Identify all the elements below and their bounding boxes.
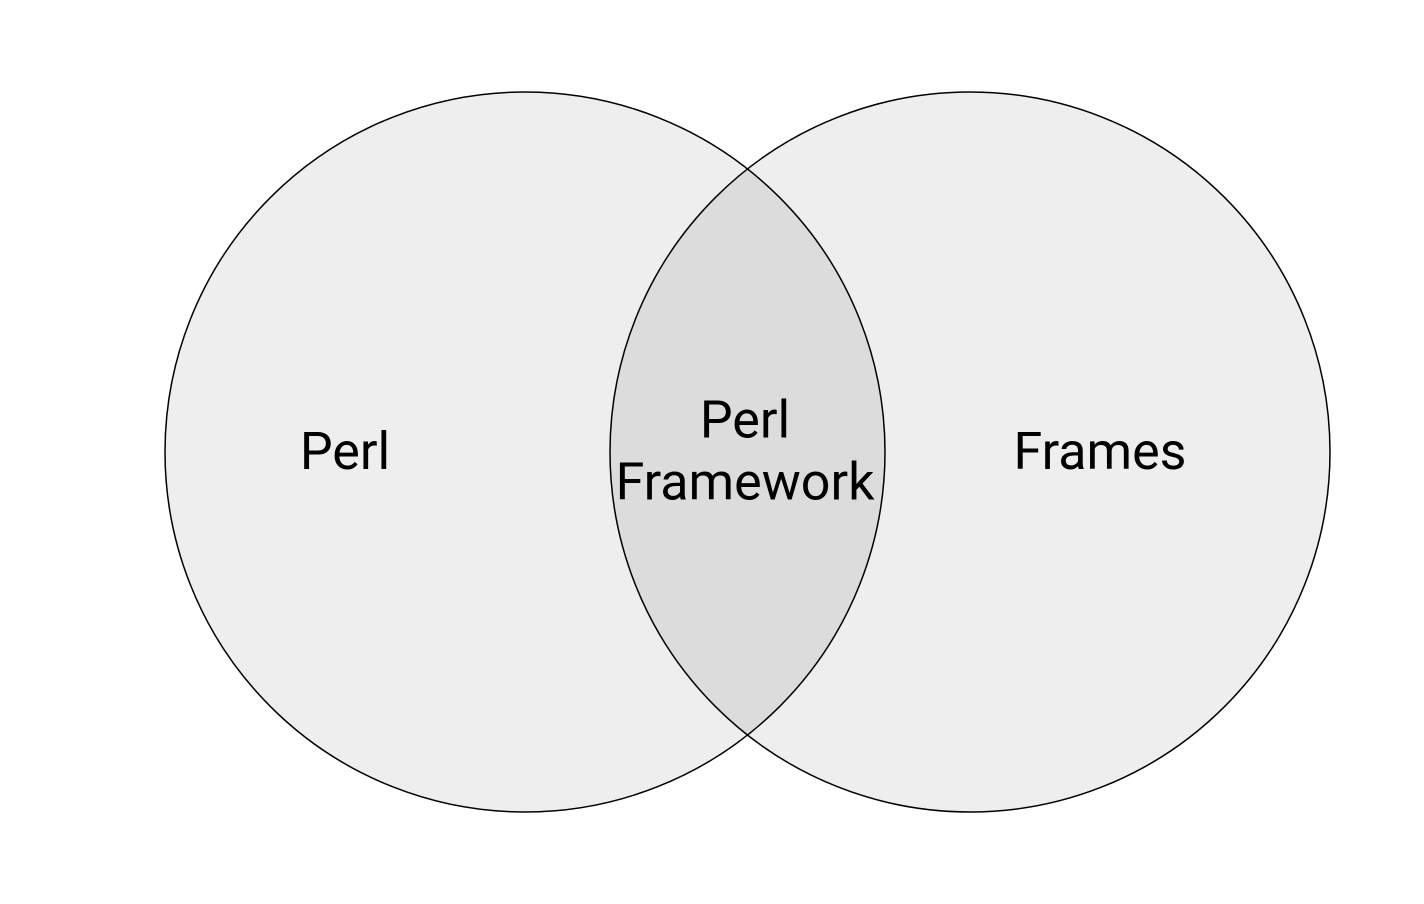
intersection-label: Perl Framework xyxy=(616,390,875,515)
intersection-label-line2: Framework xyxy=(616,452,875,513)
left-circle-label: Perl xyxy=(300,421,390,483)
intersection-label-line1: Perl xyxy=(700,390,790,451)
venn-diagram: Perl Frames Perl Framework xyxy=(0,0,1424,904)
right-circle-label: Frames xyxy=(1014,421,1187,483)
